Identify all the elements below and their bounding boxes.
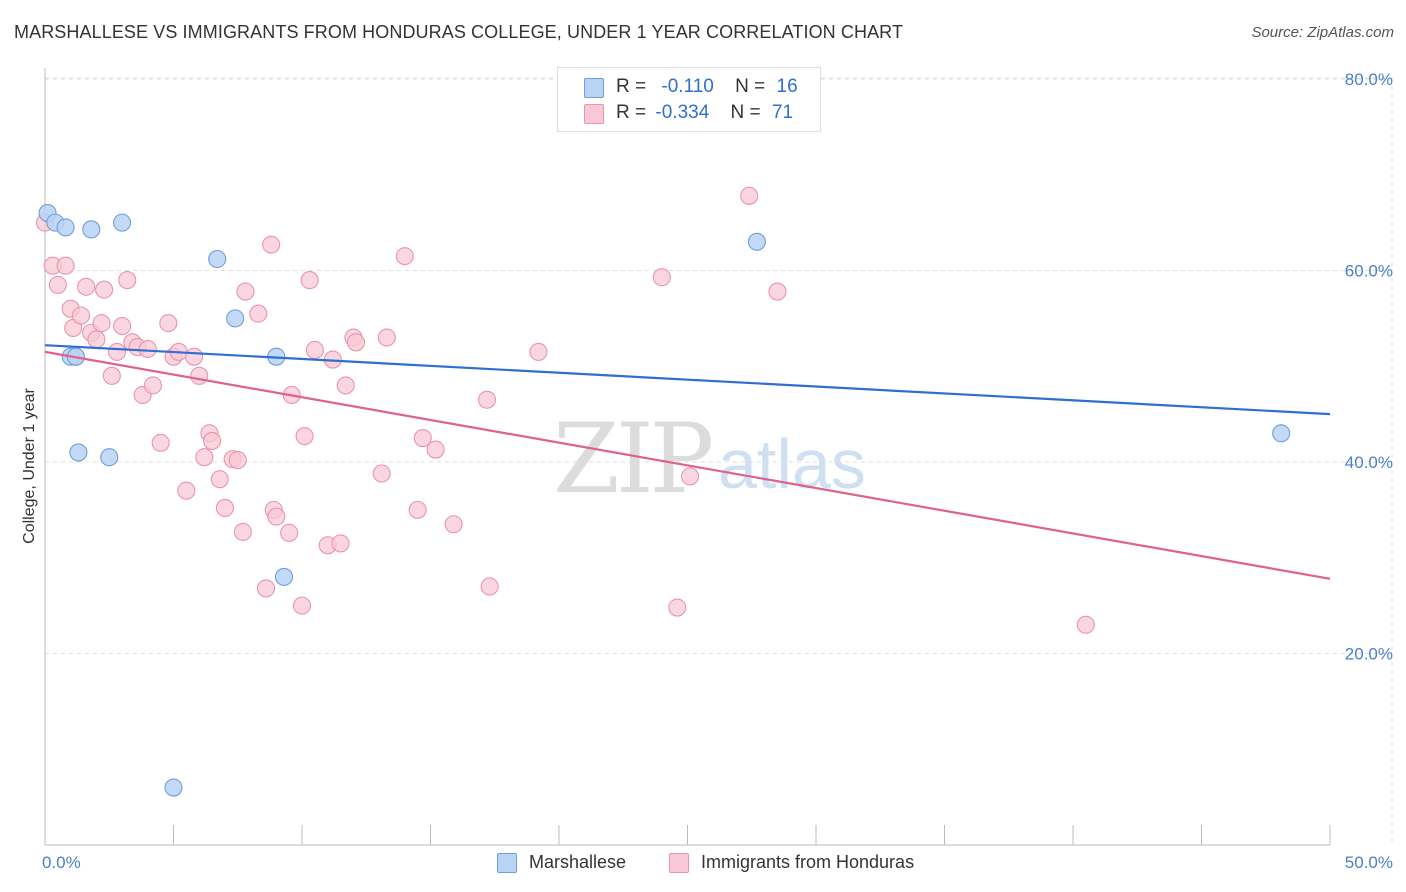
point-honduras xyxy=(292,596,312,615)
chart-title: MARSHALLESE VS IMMIGRANTS FROM HONDURAS … xyxy=(14,22,904,42)
legend-r-value: -0.334 xyxy=(655,102,710,123)
legend-n-value: 16 xyxy=(776,76,798,97)
y-tick-label: 80.0% xyxy=(1345,70,1393,89)
point-honduras xyxy=(426,440,445,459)
x-tick-label: 0.0% xyxy=(42,853,81,872)
point-marshallese xyxy=(69,443,88,462)
point-honduras xyxy=(256,579,276,598)
point-honduras xyxy=(262,235,281,254)
point-honduras xyxy=(210,470,229,489)
source-label: Source: ZipAtlas.com xyxy=(1251,24,1394,41)
point-honduras xyxy=(413,429,432,448)
legend-r-value: -0.110 xyxy=(661,76,714,97)
point-honduras xyxy=(118,271,137,290)
point-honduras xyxy=(529,342,548,361)
legend-n-label: N = xyxy=(730,102,761,123)
trend-line-marshallese xyxy=(44,344,1331,416)
point-honduras xyxy=(177,481,196,500)
watermark-zip: ZIP xyxy=(553,403,712,515)
point-honduras xyxy=(233,522,252,541)
point-honduras xyxy=(249,304,268,323)
point-honduras xyxy=(113,316,132,336)
y-tick-label: 40.0% xyxy=(1345,453,1393,472)
legend-n-label: N = xyxy=(735,76,766,97)
series-marshallese xyxy=(38,204,1291,797)
point-honduras xyxy=(71,306,91,325)
point-honduras xyxy=(195,448,214,467)
legend-swatch-pink xyxy=(584,104,604,124)
point-honduras xyxy=(768,282,787,301)
point-honduras xyxy=(408,500,427,519)
point-honduras xyxy=(1076,615,1095,634)
point-honduras xyxy=(228,451,247,470)
correlation-legend: R = -0.110 N = 16 R = -0.334 N = 71 xyxy=(557,67,821,132)
point-marshallese xyxy=(274,567,294,586)
trend-lines xyxy=(44,344,1331,580)
point-honduras xyxy=(203,431,222,450)
point-honduras xyxy=(102,366,121,385)
point-honduras xyxy=(300,271,319,290)
point-honduras xyxy=(95,280,114,299)
y-tick-label: 20.0% xyxy=(1345,645,1393,664)
point-honduras xyxy=(681,467,700,486)
point-marshallese xyxy=(100,448,119,467)
axes xyxy=(44,68,1331,846)
trend-line-honduras xyxy=(44,350,1331,580)
y-tick-label: 60.0% xyxy=(1345,262,1393,281)
point-honduras xyxy=(151,433,170,452)
point-honduras xyxy=(185,347,204,366)
point-honduras xyxy=(331,534,350,553)
point-honduras xyxy=(143,376,162,395)
point-honduras xyxy=(444,515,463,534)
point-honduras xyxy=(477,390,497,409)
point-honduras xyxy=(346,333,366,352)
point-honduras xyxy=(480,577,499,596)
legend-r-label: R = xyxy=(616,76,647,97)
point-honduras xyxy=(87,330,106,349)
point-marshallese xyxy=(226,309,245,328)
point-honduras xyxy=(336,376,355,395)
watermark-atlas: atlas xyxy=(718,425,866,503)
watermark: ZIP atlas xyxy=(553,403,866,515)
point-honduras xyxy=(280,523,299,542)
point-honduras xyxy=(138,339,157,359)
point-honduras xyxy=(295,427,314,446)
point-honduras xyxy=(372,464,391,483)
legend-n-value: 71 xyxy=(771,102,794,123)
point-honduras xyxy=(107,342,127,361)
point-honduras xyxy=(668,598,687,617)
point-honduras xyxy=(159,314,178,333)
legend-swatch-pink xyxy=(669,853,689,873)
tick-labels: 20.0% 40.0% 60.0% 80.0% 0.0% 50.0% xyxy=(42,70,1393,872)
point-honduras xyxy=(77,277,96,296)
legend-swatch-blue xyxy=(584,78,604,98)
point-marshallese xyxy=(82,220,101,239)
point-marshallese xyxy=(56,218,75,237)
point-marshallese xyxy=(113,213,132,232)
point-honduras xyxy=(377,328,396,347)
point-marshallese xyxy=(1272,424,1291,443)
legend-r-label: R = xyxy=(616,102,647,123)
legend-label-honduras: Immigrants from Honduras xyxy=(701,852,915,872)
point-marshallese xyxy=(747,232,766,251)
point-honduras xyxy=(215,498,234,518)
point-honduras xyxy=(395,247,414,266)
point-marshallese xyxy=(208,249,227,269)
legend-label-marshallese: Marshallese xyxy=(529,852,627,872)
legend-swatch-blue xyxy=(497,853,517,873)
x-tick-label: 50.0% xyxy=(1345,853,1393,872)
point-honduras xyxy=(92,314,111,333)
point-honduras xyxy=(305,340,324,360)
point-marshallese xyxy=(164,778,183,797)
point-honduras xyxy=(740,186,759,205)
point-honduras xyxy=(48,275,67,294)
point-honduras xyxy=(236,282,255,301)
point-honduras xyxy=(652,268,671,287)
point-honduras xyxy=(190,366,209,385)
point-honduras xyxy=(267,507,286,526)
point-honduras xyxy=(56,256,75,275)
